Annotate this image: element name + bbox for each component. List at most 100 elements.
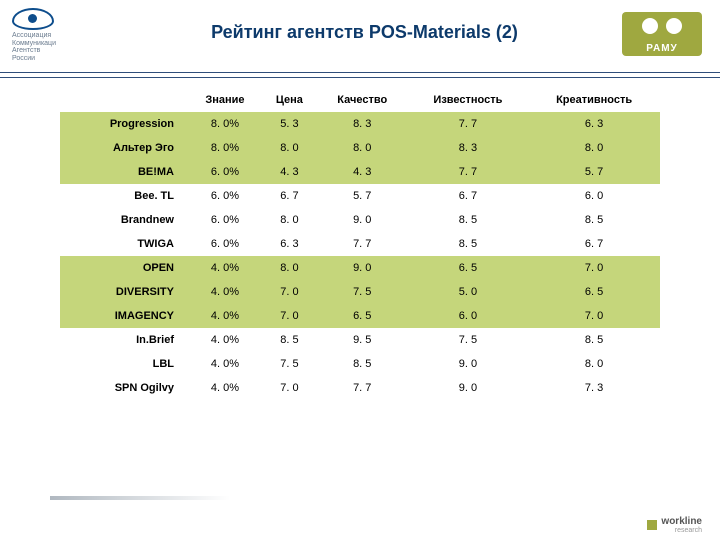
- value-cell: 6. 7: [262, 184, 317, 208]
- value-cell: 7. 5: [317, 280, 408, 304]
- value-cell: 9. 0: [408, 376, 529, 400]
- table-row: SPN Ogilvy4. 0%7. 07. 79. 07. 3: [60, 376, 660, 400]
- table-row: OPEN4. 0%8. 09. 06. 57. 0: [60, 256, 660, 280]
- value-cell: 6. 5: [317, 304, 408, 328]
- logo-left-line: Коммуникаци: [12, 40, 56, 48]
- col-header: Качество: [317, 88, 408, 112]
- value-cell: 8. 0: [528, 352, 660, 376]
- value-cell: 4. 3: [317, 160, 408, 184]
- table-container: Знание Цена Качество Известность Креатив…: [0, 78, 720, 400]
- agency-name-cell: LBL: [60, 352, 188, 376]
- value-cell: 6. 0: [408, 304, 529, 328]
- value-cell: 4. 3: [262, 160, 317, 184]
- value-cell: 4. 0%: [188, 352, 262, 376]
- agency-name-cell: Bee. TL: [60, 184, 188, 208]
- value-cell: 7. 7: [408, 160, 529, 184]
- value-cell: 6. 7: [408, 184, 529, 208]
- footer-sub: research: [661, 527, 702, 534]
- value-cell: 4. 0%: [188, 376, 262, 400]
- table-row: Brandnew6. 0%8. 09. 08. 58. 5: [60, 208, 660, 232]
- agency-name-cell: IMAGENCY: [60, 304, 188, 328]
- agency-name-cell: Альтер Эго: [60, 136, 188, 160]
- value-cell: 8. 3: [317, 112, 408, 136]
- footer-text-wrap: workline research: [661, 516, 702, 534]
- table-row: Progression8. 0%5. 38. 37. 76. 3: [60, 112, 660, 136]
- value-cell: 9. 0: [317, 208, 408, 232]
- value-cell: 6. 5: [528, 280, 660, 304]
- page-title: Рейтинг агентств POS-Materials (2): [107, 8, 622, 43]
- value-cell: 5. 7: [528, 160, 660, 184]
- col-header: [60, 88, 188, 112]
- value-cell: 7. 5: [262, 352, 317, 376]
- value-cell: 7. 0: [262, 280, 317, 304]
- eye-icon: [12, 8, 54, 30]
- value-cell: 8. 0: [262, 136, 317, 160]
- value-cell: 8. 0: [528, 136, 660, 160]
- table-row: TWIGA6. 0%6. 37. 78. 56. 7: [60, 232, 660, 256]
- agency-name-cell: Progression: [60, 112, 188, 136]
- value-cell: 9. 5: [317, 328, 408, 352]
- value-cell: 7. 3: [528, 376, 660, 400]
- header: Ассоциация Коммуникаци Агентств России Р…: [0, 0, 720, 68]
- col-header: Известность: [408, 88, 529, 112]
- table-row: LBL4. 0%7. 58. 59. 08. 0: [60, 352, 660, 376]
- value-cell: 8. 5: [317, 352, 408, 376]
- value-cell: 8. 0: [262, 256, 317, 280]
- footer-logo: workline research: [647, 516, 702, 534]
- value-cell: 4. 0%: [188, 304, 262, 328]
- value-cell: 8. 5: [528, 328, 660, 352]
- value-cell: 7. 7: [317, 376, 408, 400]
- value-cell: 4. 0%: [188, 256, 262, 280]
- table-row: DIVERSITY4. 0%7. 07. 55. 06. 5: [60, 280, 660, 304]
- value-cell: 8. 0%: [188, 136, 262, 160]
- value-cell: 6. 7: [528, 232, 660, 256]
- value-cell: 8. 5: [528, 208, 660, 232]
- value-cell: 7. 0: [262, 304, 317, 328]
- value-cell: 8. 3: [408, 136, 529, 160]
- value-cell: 6. 0%: [188, 184, 262, 208]
- value-cell: 5. 0: [408, 280, 529, 304]
- agency-name-cell: In.Brief: [60, 328, 188, 352]
- value-cell: 5. 7: [317, 184, 408, 208]
- agency-name-cell: OPEN: [60, 256, 188, 280]
- value-cell: 4. 0%: [188, 280, 262, 304]
- logo-left-line: России: [12, 55, 35, 63]
- value-cell: 8. 5: [408, 232, 529, 256]
- logo-right-text: РАМУ: [646, 43, 678, 54]
- ratings-table: Знание Цена Качество Известность Креатив…: [60, 88, 660, 400]
- value-cell: 6. 3: [528, 112, 660, 136]
- agency-name-cell: Brandnew: [60, 208, 188, 232]
- value-cell: 6. 0: [528, 184, 660, 208]
- agency-name-cell: SPN Ogilvy: [60, 376, 188, 400]
- value-cell: 5. 3: [262, 112, 317, 136]
- square-icon: [647, 520, 657, 530]
- agency-name-cell: DIVERSITY: [60, 280, 188, 304]
- table-row: Bee. TL6. 0%6. 75. 76. 76. 0: [60, 184, 660, 208]
- value-cell: 8. 5: [408, 208, 529, 232]
- value-cell: 6. 0%: [188, 232, 262, 256]
- logo-left: Ассоциация Коммуникаци Агентств России: [12, 8, 107, 68]
- value-cell: 7. 7: [408, 112, 529, 136]
- value-cell: 8. 0%: [188, 112, 262, 136]
- value-cell: 4. 0%: [188, 328, 262, 352]
- logo-left-line: Агентств: [12, 47, 40, 55]
- value-cell: 7. 0: [262, 376, 317, 400]
- value-cell: 7. 0: [528, 304, 660, 328]
- value-cell: 6. 0%: [188, 160, 262, 184]
- value-cell: 7. 5: [408, 328, 529, 352]
- value-cell: 9. 0: [408, 352, 529, 376]
- value-cell: 8. 0: [262, 208, 317, 232]
- footer-gradient: [50, 496, 230, 500]
- table-body: Progression8. 0%5. 38. 37. 76. 3Альтер Э…: [60, 112, 660, 400]
- col-header: Цена: [262, 88, 317, 112]
- value-cell: 6. 0%: [188, 208, 262, 232]
- value-cell: 6. 5: [408, 256, 529, 280]
- agency-name-cell: BE!MA: [60, 160, 188, 184]
- table-header-row: Знание Цена Качество Известность Креатив…: [60, 88, 660, 112]
- logo-right: РАМУ: [622, 12, 702, 56]
- col-header: Креативность: [528, 88, 660, 112]
- table-row: Альтер Эго8. 0%8. 08. 08. 38. 0: [60, 136, 660, 160]
- value-cell: 6. 3: [262, 232, 317, 256]
- value-cell: 7. 0: [528, 256, 660, 280]
- value-cell: 7. 7: [317, 232, 408, 256]
